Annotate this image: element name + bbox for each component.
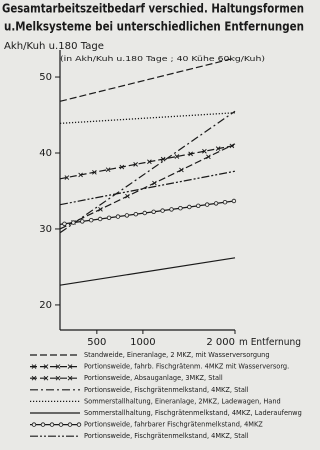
line-symbol <box>76 422 82 427</box>
data-line <box>59 170 236 206</box>
line-symbol <box>55 364 61 369</box>
line-symbol <box>133 212 139 217</box>
line-symbol <box>105 167 111 172</box>
line-symbol <box>215 146 221 151</box>
line-symbol <box>213 201 219 206</box>
page: {"chart_data": { "type": "line", "title"… <box>2 1 304 441</box>
line-symbol <box>125 193 130 199</box>
line-symbol <box>174 154 180 159</box>
line-symbol <box>89 218 94 223</box>
line-symbol <box>187 204 192 210</box>
data-line <box>59 110 236 234</box>
y-tick-label: 40 <box>39 148 52 159</box>
line-symbol <box>142 210 147 216</box>
line-symbol <box>64 175 70 180</box>
data-line <box>59 57 236 102</box>
line-symbol <box>151 209 156 215</box>
line-symbol <box>78 172 83 178</box>
line-symbol <box>98 206 103 212</box>
line-symbol <box>202 148 207 154</box>
line-symbol <box>80 219 85 224</box>
chart: Gesamtarbeitszeitbedarf verschied. Haltu… <box>2 2 304 441</box>
line-symbol <box>67 375 73 381</box>
legend-label: Portionsweide, fahrb. Fischgrätenm. 4MKZ… <box>84 363 289 371</box>
line-symbol <box>106 215 112 221</box>
line-symbol <box>178 206 183 211</box>
legend-label: Standweide, Eineranlage, 2 MKZ, mit Wass… <box>84 351 270 359</box>
line-symbol <box>40 422 46 427</box>
y-tick-label: 30 <box>39 224 52 235</box>
chart-subtitle: (in Akh/Kuh u.180 Tage ; 40 Kühe 60kg/Ku… <box>60 55 265 63</box>
y-tick-label: 20 <box>39 300 52 311</box>
line-symbol <box>43 364 49 369</box>
x-axis-label: m Entfernung <box>239 337 301 348</box>
line-symbol <box>124 213 130 218</box>
line-symbol <box>152 180 157 186</box>
x-tick-label: 1000 <box>130 337 155 348</box>
y-axis-label: Akh/Kuh u.180 Tage <box>4 41 104 52</box>
data-line <box>59 257 236 286</box>
line-symbol <box>222 200 228 205</box>
line-symbol <box>49 422 55 427</box>
line-symbol <box>67 364 73 369</box>
line-symbol <box>231 198 237 204</box>
legend-label: Portionsweide, Fischgrätenmelkstand, 4MK… <box>84 386 249 394</box>
legend-label: Portionsweide, fahrbarer Fischgrätenmelk… <box>84 421 263 429</box>
line-symbol <box>119 164 125 170</box>
line-symbol <box>67 422 73 427</box>
chart-title: u.Melksysteme bei unterschiedlichen Entf… <box>4 20 304 34</box>
line-symbol <box>206 154 211 160</box>
line-symbol <box>92 169 97 175</box>
x-tick-label: 2 000 <box>206 337 235 348</box>
line-symbol <box>62 221 67 227</box>
data-line <box>59 143 236 230</box>
chart-title: Gesamtarbeitszeitbedarf verschied. Haltu… <box>2 2 304 16</box>
line-symbol <box>97 216 103 222</box>
line-symbol <box>31 422 37 427</box>
line-symbol <box>71 220 76 225</box>
line-symbol <box>115 214 121 219</box>
line-symbol <box>169 207 174 212</box>
line-symbol <box>204 202 210 207</box>
line-symbol <box>133 162 138 167</box>
line-symbol <box>58 422 64 427</box>
legend-label: Sommerstallhaltung, Eineranlage, 2MKZ, L… <box>84 397 281 405</box>
line-symbol <box>179 167 184 173</box>
line-symbol <box>31 375 37 381</box>
line-symbol <box>160 208 165 213</box>
line-symbol <box>31 364 37 369</box>
line-symbol <box>188 151 193 157</box>
line-symbol <box>196 203 201 209</box>
y-tick-label: 50 <box>39 72 52 83</box>
x-tick-label: 500 <box>87 337 106 348</box>
line-symbol <box>160 156 166 162</box>
legend-label: Portionsweide, Absauganlage, 3MKZ, Stall <box>84 374 223 382</box>
line-symbol <box>147 159 152 165</box>
legend-label: Portionsweide, Fischgrätenmelkstand, 4MK… <box>84 432 249 440</box>
data-line <box>59 144 236 180</box>
data-line <box>59 112 236 125</box>
legend-label: Sommerstallhaltung, Fischgrätenmelkstand… <box>84 409 302 417</box>
line-symbol <box>55 375 61 381</box>
line-symbol <box>43 375 49 381</box>
